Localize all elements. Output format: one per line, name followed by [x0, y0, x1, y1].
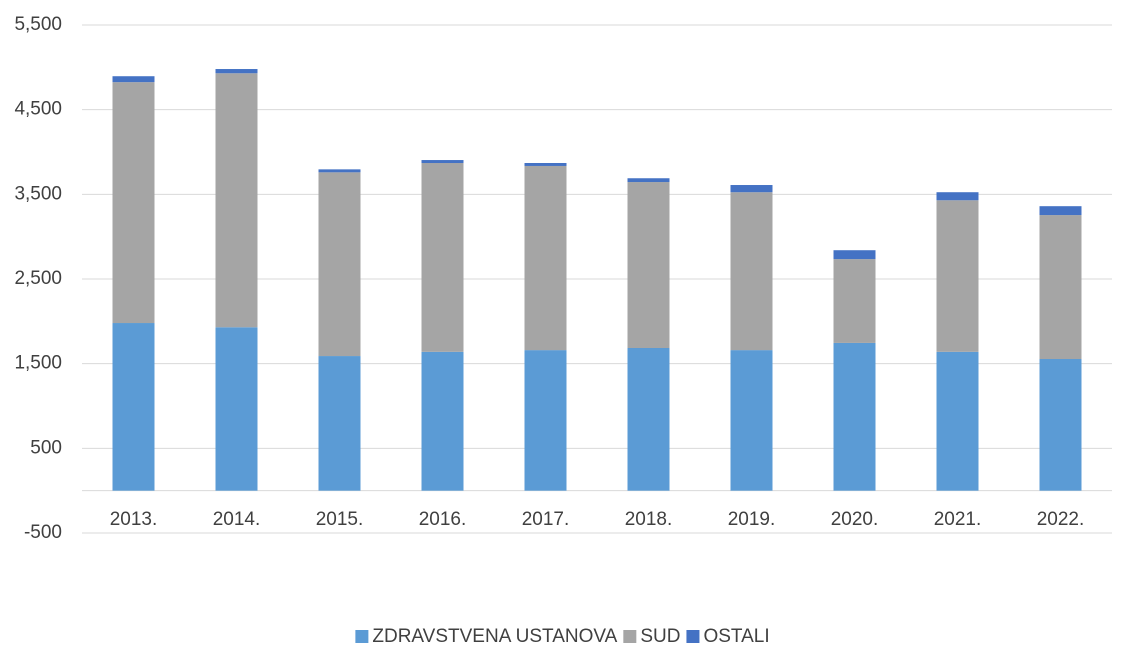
x-tick-label: 2017. — [522, 509, 570, 530]
x-tick-label: 2019. — [728, 509, 776, 530]
x-tick-label: 2013. — [110, 509, 158, 530]
bar-segment — [1039, 206, 1082, 216]
x-tick-label: 2020. — [831, 509, 879, 530]
bar-segment — [215, 69, 258, 74]
x-tick-label: 2018. — [625, 509, 673, 530]
bar-segment — [1039, 359, 1082, 491]
bar-segment — [112, 76, 155, 83]
x-tick-label: 2014. — [213, 509, 261, 530]
bar-segment — [1039, 215, 1082, 360]
bar-segment — [730, 185, 773, 193]
legend-label: SUD — [640, 626, 680, 647]
bar-segment — [730, 192, 773, 351]
x-tick-label: 2022. — [1037, 509, 1085, 530]
y-tick-label: 3,500 — [14, 183, 62, 204]
bar-segment — [730, 350, 773, 491]
bar-segment — [318, 172, 361, 357]
bar-segment — [421, 160, 464, 164]
bar-segment — [627, 348, 670, 491]
bar-segment — [524, 165, 567, 351]
y-tick-label: 1,500 — [14, 353, 62, 374]
legend-swatch — [686, 630, 700, 643]
bar-segment — [936, 192, 979, 201]
bar-segment — [112, 82, 155, 324]
bar-segment — [318, 169, 361, 173]
legend-swatch — [355, 630, 369, 643]
bar-segment — [215, 73, 258, 328]
y-tick-label: 500 — [30, 437, 62, 458]
x-tick-label: 2015. — [316, 509, 364, 530]
y-tick-label: 2,500 — [14, 268, 62, 289]
bar-segment — [421, 163, 464, 352]
x-tick-label: 2016. — [419, 509, 467, 530]
bar-segment — [833, 259, 876, 343]
bar-segment — [421, 351, 464, 491]
legend-label: ZDRAVSTVENA USTANOVA — [372, 626, 617, 647]
bar-segment — [215, 327, 258, 491]
y-tick-label: 4,500 — [14, 99, 62, 120]
bar-segment — [627, 178, 670, 183]
bar-segment — [627, 182, 670, 349]
legend-swatch — [623, 630, 637, 643]
bar-segment — [936, 351, 979, 491]
legend-label: OSTALI — [703, 626, 769, 647]
bar-segment — [833, 250, 876, 260]
y-tick-label: -500 — [24, 522, 62, 543]
bar-segment — [524, 163, 567, 166]
bar-segment — [936, 200, 979, 352]
bar-segment — [112, 323, 155, 491]
bar-segment — [524, 350, 567, 491]
y-tick-label: 5,500 — [14, 14, 62, 35]
bar-segment — [318, 356, 361, 491]
x-tick-label: 2021. — [934, 509, 982, 530]
bar-segment — [833, 342, 876, 491]
